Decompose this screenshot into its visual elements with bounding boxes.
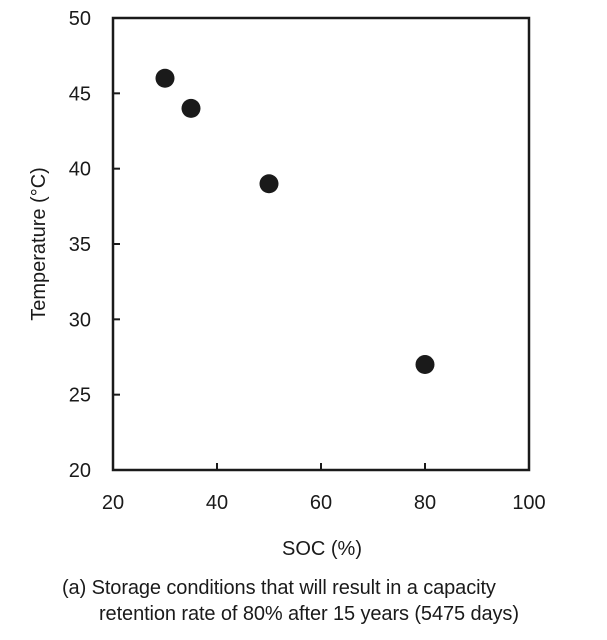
x-tick-label: 100	[512, 492, 545, 514]
plot-frame	[111, 16, 531, 472]
data-point	[155, 68, 175, 88]
scatter-chart: 20 40 60 80 100 20 25 30 35 40 45 50 SOC (%) Temper…	[28, 8, 546, 560]
y-tick-label: 50	[69, 8, 91, 30]
x-tick-label: 40	[206, 492, 228, 514]
y-tick-label: 25	[69, 385, 91, 407]
caption-line-1: (a) Storage conditions that will result …	[62, 577, 496, 599]
data-point	[181, 98, 201, 118]
x-axis-label: SOC (%)	[282, 538, 362, 560]
y-axis-label: Temperature (°C)	[28, 167, 50, 321]
x-tick-label: 80	[414, 492, 436, 514]
data-point	[259, 174, 279, 194]
y-tick-label: 40	[69, 159, 91, 181]
y-tick-label: 35	[69, 234, 91, 256]
y-tick-label: 30	[69, 309, 91, 331]
data-point	[415, 355, 435, 375]
caption-line-2: retention rate of 80% after 15 years (54…	[99, 603, 519, 625]
x-tick-label: 60	[310, 492, 332, 514]
y-tick-label: 20	[69, 460, 91, 482]
y-tick-label: 45	[69, 83, 91, 105]
x-tick-label: 20	[102, 492, 124, 514]
figure-caption: (a) Storage conditions that will result …	[62, 575, 602, 627]
